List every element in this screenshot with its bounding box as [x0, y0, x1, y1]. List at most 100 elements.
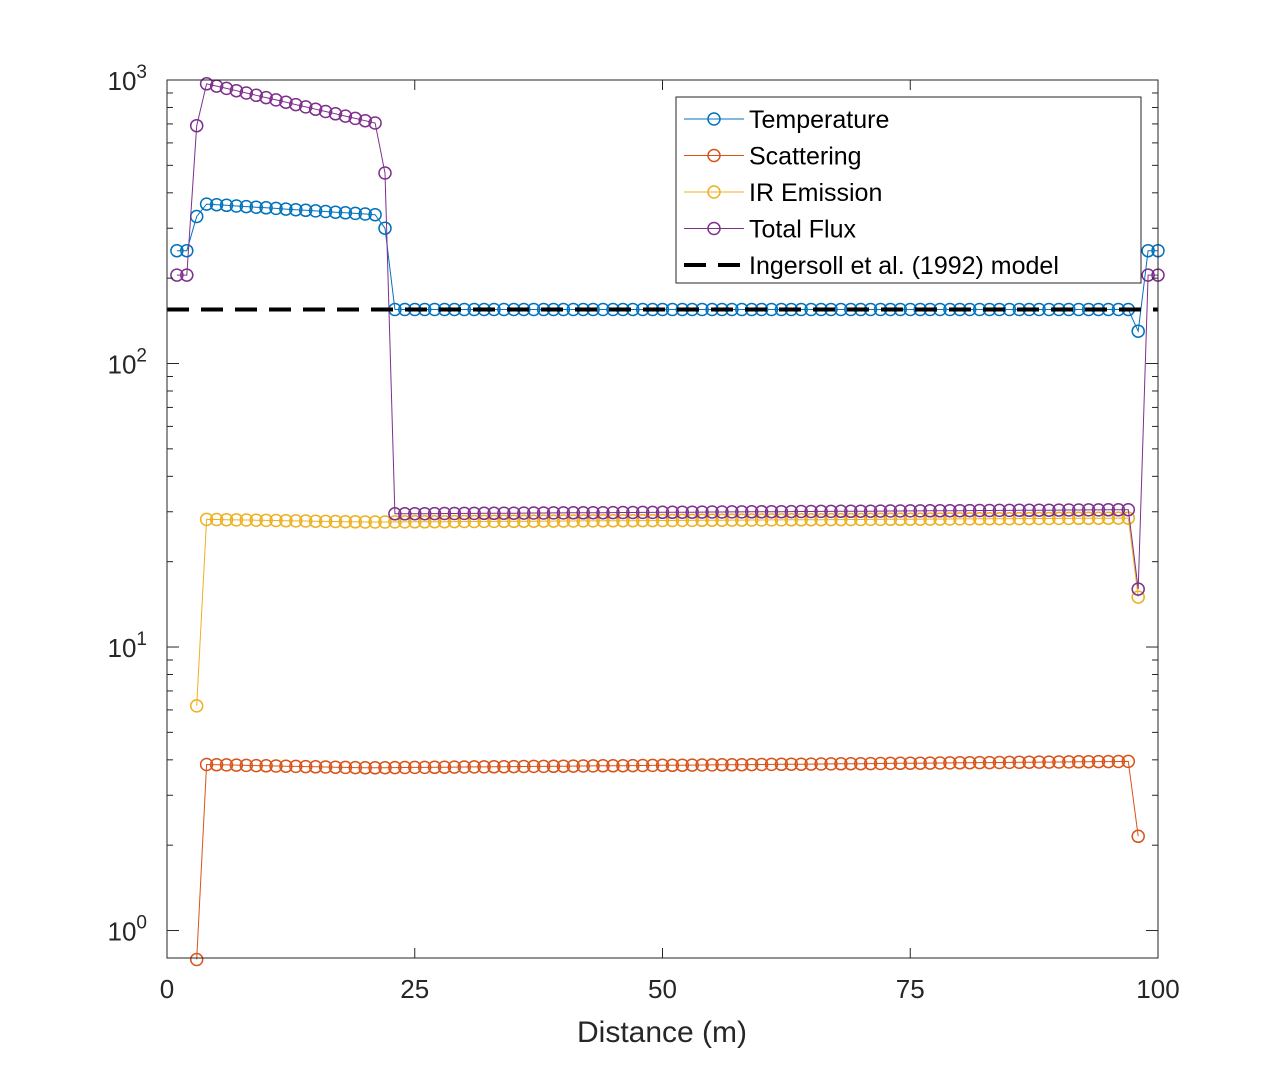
legend-label: Ingersoll et al. (1992) model — [749, 252, 1059, 280]
data-point — [199, 77, 214, 91]
data-point — [1022, 755, 1036, 769]
data-point — [259, 759, 273, 773]
data-point — [933, 504, 947, 518]
data-point — [626, 513, 640, 528]
data-point — [962, 503, 977, 518]
data-point — [566, 506, 581, 520]
data-point — [219, 198, 234, 213]
data-point — [744, 513, 759, 527]
data-point — [259, 513, 273, 528]
data-point — [199, 512, 214, 527]
data-point — [586, 759, 600, 773]
data-point — [1052, 755, 1066, 769]
data-point — [834, 757, 848, 771]
data-point — [517, 514, 531, 528]
x-axis-title: Distance (m) — [577, 1016, 747, 1049]
data-point — [417, 506, 432, 521]
data-point — [1101, 511, 1116, 525]
data-point — [814, 504, 828, 519]
data-point — [873, 512, 888, 527]
data-point — [943, 503, 957, 518]
data-point — [943, 512, 957, 526]
data-point — [715, 513, 729, 527]
data-point — [695, 513, 709, 528]
data-point — [576, 514, 590, 528]
legend-label: Temperature — [749, 106, 889, 134]
data-point — [358, 515, 372, 529]
data-point — [457, 506, 472, 521]
data-point — [1012, 511, 1027, 526]
data-point — [1042, 511, 1056, 526]
data-point — [348, 515, 363, 529]
data-point — [675, 505, 690, 519]
data-point — [982, 503, 997, 518]
data-point — [348, 206, 363, 221]
data-point — [705, 513, 719, 527]
data-point — [1062, 511, 1076, 526]
data-point — [784, 504, 799, 519]
data-point — [725, 758, 739, 772]
data-point — [735, 505, 749, 519]
data-point — [735, 757, 749, 772]
series-line — [176, 83, 1158, 590]
data-point — [913, 512, 927, 526]
data-point — [804, 512, 818, 527]
data-point — [338, 109, 353, 123]
data-point — [269, 93, 283, 107]
data-point — [824, 504, 838, 519]
data-point — [497, 514, 511, 529]
data-point — [308, 102, 323, 116]
data-point — [318, 204, 333, 219]
data-point — [903, 504, 918, 518]
data-point — [744, 505, 759, 519]
series-ir-emission — [189, 511, 1145, 713]
data-point — [388, 515, 402, 529]
data-point — [507, 514, 521, 529]
data-point — [427, 506, 442, 521]
data-point — [269, 759, 283, 773]
data-point — [893, 504, 908, 518]
data-point — [279, 202, 293, 216]
data-point — [1071, 511, 1086, 526]
data-point — [972, 755, 987, 770]
x-tick-label: 25 — [400, 974, 429, 1004]
data-point — [526, 506, 541, 520]
series-total-flux — [170, 77, 1165, 596]
data-point — [824, 757, 838, 771]
data-point — [477, 506, 491, 521]
data-point — [398, 760, 412, 775]
data-point — [1081, 503, 1096, 517]
data-point — [962, 755, 977, 770]
data-point — [408, 506, 422, 521]
legend-swatch-marker — [707, 185, 721, 199]
data-point — [764, 504, 779, 519]
data-point — [556, 506, 571, 520]
data-point — [645, 513, 660, 528]
data-point — [635, 513, 650, 528]
legend-item-ingersoll-et-al-1992-model: Ingersoll et al. (1992) model — [684, 252, 1059, 280]
data-point — [1062, 755, 1076, 769]
legend-item-scattering: Scattering — [684, 143, 862, 171]
data-point — [437, 760, 452, 774]
data-point — [814, 512, 828, 527]
data-point — [378, 515, 392, 529]
data-point — [507, 759, 521, 774]
data-point — [348, 111, 363, 126]
data-point — [616, 505, 630, 520]
data-point — [804, 757, 818, 771]
data-point — [368, 207, 382, 222]
data-point — [497, 759, 511, 774]
data-point — [1111, 511, 1126, 525]
data-point — [199, 197, 214, 211]
data-point — [180, 268, 194, 282]
data-point — [586, 514, 600, 528]
data-point — [1052, 503, 1066, 517]
data-point — [586, 505, 600, 520]
data-point — [715, 505, 729, 519]
data-point — [705, 505, 719, 519]
data-point — [378, 221, 392, 235]
data-point — [318, 760, 333, 774]
data-point — [437, 506, 452, 521]
data-point — [873, 504, 888, 518]
data-point — [606, 514, 620, 528]
